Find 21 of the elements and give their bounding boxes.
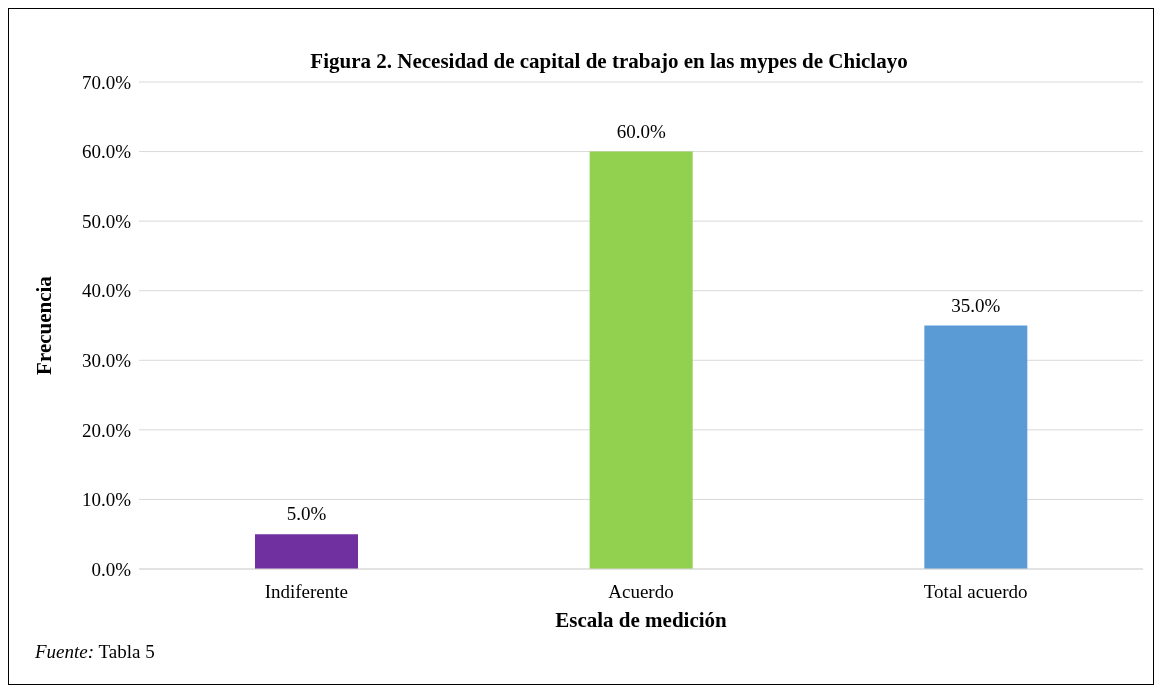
y-tick-label: 10.0% [81,489,132,511]
y-tick-label: 50.0% [81,210,132,232]
source-note: Fuente: Tabla 5 [35,641,155,663]
data-label: 5.0% [286,503,327,525]
y-tick-label: 0.0% [91,558,132,580]
data-label: 35.0% [951,294,1001,316]
y-tick-label: 30.0% [81,350,132,372]
x-axis-title: Escala de medición [555,608,728,632]
y-tick-label: 60.0% [81,141,132,163]
x-tick-label: Acuerdo [608,581,674,603]
y-tick-label: 40.0% [81,280,132,302]
data-label: 60.0% [616,120,666,142]
y-tick-label: 70.0% [81,71,132,93]
x-tick-label: Indiferente [264,581,349,603]
chart-title: Figura 2. Necesidad de capital de trabajo en las mypes de Chiclayo [309,49,909,74]
bar [924,325,1028,569]
y-tick-label: 20.0% [81,419,132,441]
x-tick-label: Total acuerdo [923,581,1028,603]
y-axis-title: Frecuencia [32,275,57,375]
bar [589,151,693,569]
bar [255,534,358,569]
